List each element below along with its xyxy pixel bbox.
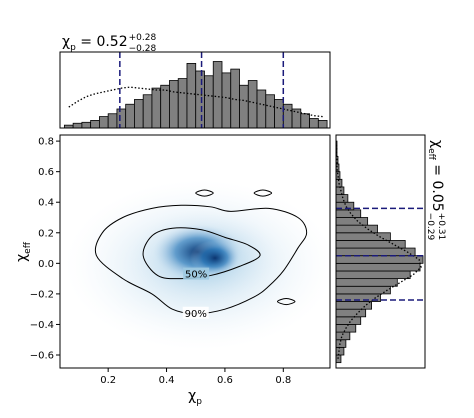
- top-bar: [256, 89, 267, 129]
- y-tick-label: 0.8: [38, 137, 54, 148]
- top-bar: [265, 94, 275, 129]
- top-bar: [169, 80, 179, 129]
- side-bar: [335, 346, 345, 356]
- title-symbol: χ: [62, 34, 70, 50]
- x-tick-label: 0.6: [217, 375, 233, 386]
- side-bar: [335, 186, 345, 195]
- top-bar: [282, 103, 293, 129]
- y-tick-label: 0.2: [38, 228, 54, 239]
- top-bar: [72, 122, 83, 129]
- top-bar: [247, 80, 258, 129]
- side-title-text: χeff = 0.05: [426, 140, 445, 212]
- top-bar: [160, 84, 170, 129]
- ylabel-sub: eff: [23, 241, 33, 254]
- contour: [195, 189, 214, 197]
- title-text: = 0.52: [76, 34, 128, 50]
- xlabel-sub: p: [196, 397, 202, 407]
- top-bar: [134, 99, 144, 129]
- side-bar: [335, 262, 421, 272]
- top-bar: [300, 113, 310, 129]
- side-symbol: χ: [429, 140, 445, 148]
- side-bar: [335, 194, 349, 203]
- top-bar: [81, 121, 92, 129]
- contour: [276, 297, 296, 306]
- contour: [253, 189, 273, 197]
- side-bar: [335, 285, 391, 295]
- x-tick-label: 0.4: [159, 375, 175, 386]
- top-bar: [186, 63, 197, 129]
- side-bar: [335, 209, 362, 218]
- xlabel-symbol: χ: [188, 388, 196, 404]
- top-bar: [107, 113, 118, 129]
- side-title: χeff = 0.05 +0.31 −0.29: [425, 140, 446, 241]
- top-bar: [116, 108, 127, 129]
- top-bar: [221, 72, 232, 129]
- svg-text:χeff: χeff: [14, 241, 33, 262]
- side-bar: [335, 308, 367, 318]
- side-bar: [335, 247, 416, 257]
- side-sub: eff: [426, 148, 436, 161]
- top-bar: [90, 120, 100, 129]
- main-frame: [59, 134, 331, 369]
- title-upper: +0.28: [129, 33, 157, 43]
- ylabel-symbol: χ: [14, 254, 30, 262]
- y-label: χeff: [14, 241, 33, 262]
- contour-label-bg: [182, 306, 209, 319]
- x-label: χp: [188, 388, 202, 407]
- side-bar: [335, 270, 411, 280]
- side-frame: [335, 134, 426, 369]
- density: [65, 180, 330, 350]
- x-tick-label: 0.8: [275, 375, 291, 386]
- title-lower: −0.28: [129, 44, 157, 54]
- y-tick-label: −0.2: [30, 289, 54, 300]
- top-frame: [59, 51, 331, 129]
- side-bar: [335, 232, 391, 241]
- side-text: = 0.05: [429, 160, 445, 212]
- top-title: χp = 0.52: [62, 34, 128, 53]
- top-bar: [125, 103, 135, 129]
- side-bar: [335, 255, 424, 264]
- side-bar: [335, 217, 369, 226]
- y-tick-label: 0.0: [38, 259, 54, 270]
- top-bar: [151, 87, 162, 129]
- side-bar: [335, 331, 351, 341]
- contour: [142, 227, 261, 280]
- top-bar: [317, 120, 328, 129]
- title-sub: p: [70, 43, 76, 53]
- x-tick-label: 0.2: [100, 375, 116, 386]
- y-tick-label: 0.6: [38, 167, 54, 178]
- top-bar: [99, 116, 109, 129]
- contour-label: 50%: [185, 270, 207, 281]
- top-bar: [204, 75, 214, 129]
- top-bar: [291, 108, 302, 129]
- side-bar: [335, 301, 372, 310]
- top-bar: [142, 94, 153, 129]
- contour: [94, 204, 308, 315]
- side-prior: [335, 144, 422, 359]
- side-upper: +0.31: [436, 213, 446, 241]
- side-bar: [335, 240, 406, 249]
- top-bar: [212, 61, 223, 129]
- side-lower: −0.29: [425, 213, 435, 241]
- contour-label-bg: [183, 267, 210, 280]
- side-bar: [335, 316, 362, 325]
- top-bar: [195, 70, 205, 129]
- side-bar: [335, 278, 398, 287]
- top-bar: [309, 118, 319, 129]
- y-tick-label: −0.4: [30, 320, 54, 331]
- y-tick-label: −0.6: [30, 351, 54, 362]
- top-prior: [68, 86, 323, 118]
- contour-label: 90%: [185, 309, 207, 320]
- top-bar: [274, 99, 284, 129]
- top-bar: [177, 78, 188, 129]
- y-tick-label: 0.4: [38, 198, 54, 209]
- top-bar: [239, 84, 249, 129]
